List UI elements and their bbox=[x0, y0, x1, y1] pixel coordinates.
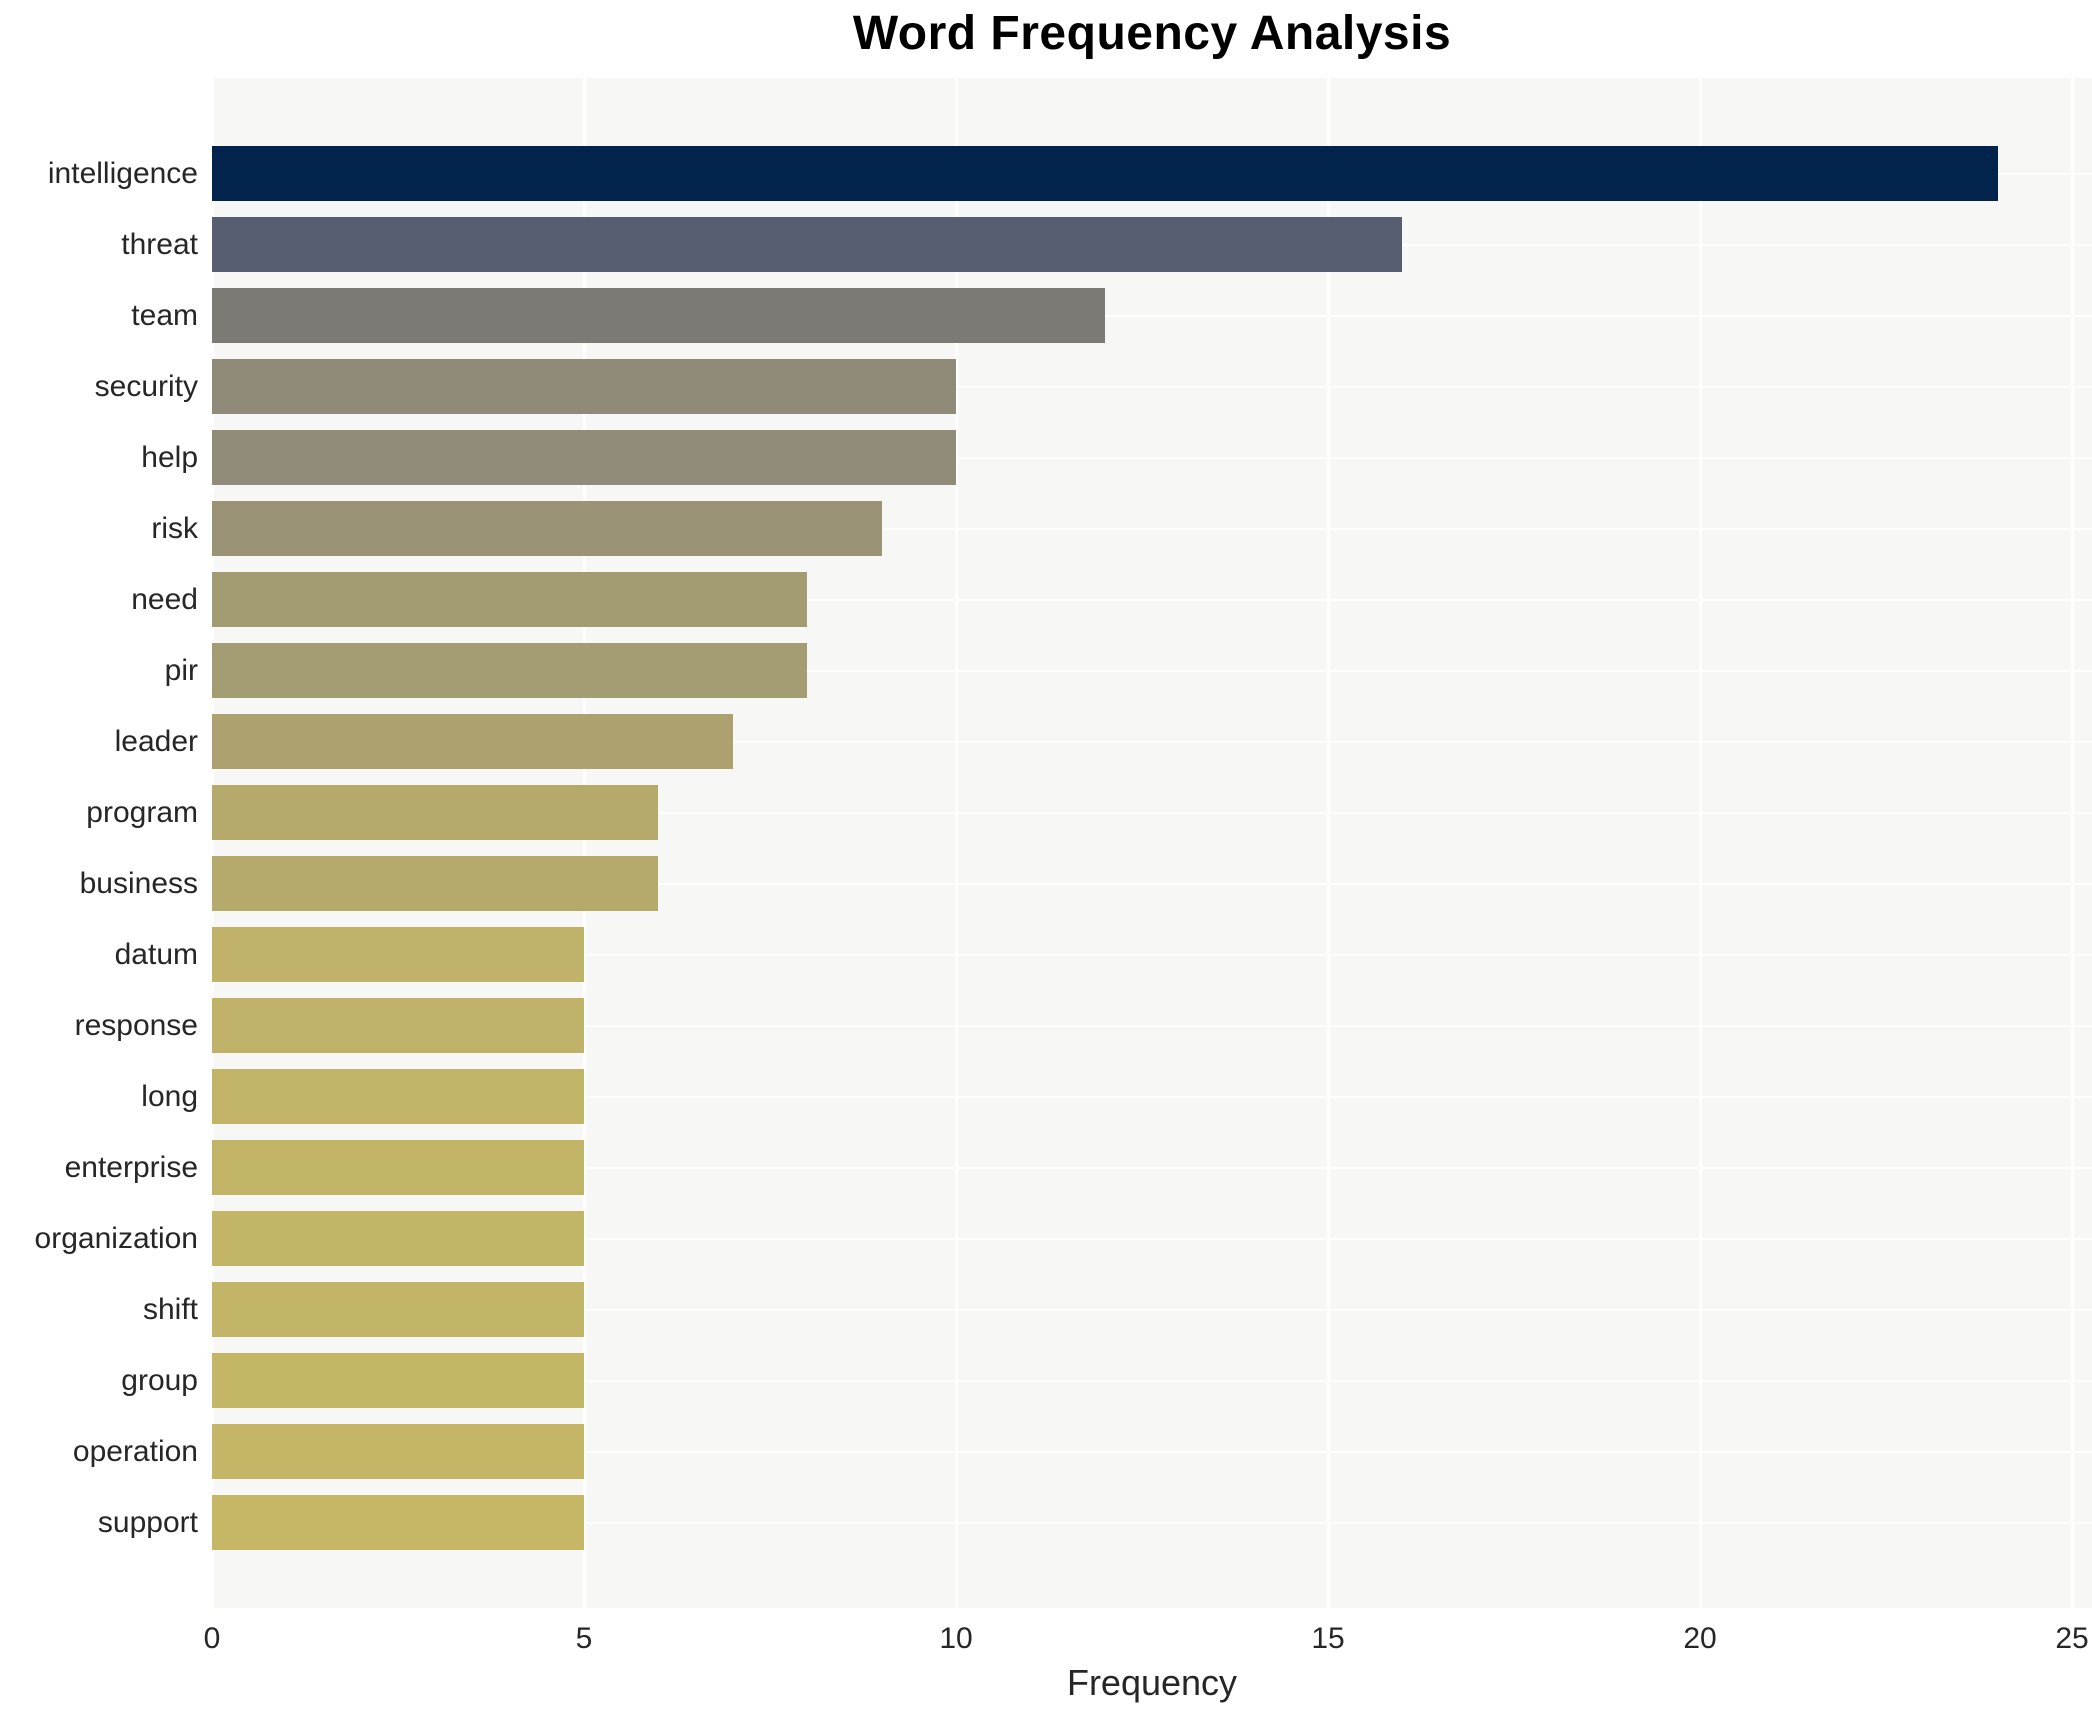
category-label: organization bbox=[34, 1221, 198, 1255]
category-label: pir bbox=[164, 653, 198, 687]
frequency-bar bbox=[212, 785, 659, 840]
y-gridline bbox=[212, 1095, 2092, 1098]
y-gridline bbox=[212, 385, 2092, 388]
category-label: shift bbox=[142, 1292, 198, 1326]
frequency-bar bbox=[212, 1495, 584, 1550]
y-gridline bbox=[212, 314, 2092, 317]
frequency-bar bbox=[212, 856, 659, 911]
x-tick-label: 0 bbox=[203, 1622, 221, 1655]
frequency-bar bbox=[212, 430, 956, 485]
frequency-bar bbox=[212, 146, 1998, 201]
frequency-bar bbox=[212, 1353, 584, 1408]
plot-area bbox=[211, 78, 2092, 1608]
frequency-bar bbox=[212, 1424, 584, 1479]
frequency-bar bbox=[212, 288, 1105, 343]
y-gridline bbox=[212, 1308, 2092, 1311]
category-label: group bbox=[121, 1363, 198, 1397]
x-axis-label: Frequency bbox=[1066, 1662, 1238, 1703]
x-tick-label: 10 bbox=[939, 1622, 973, 1655]
category-label: enterprise bbox=[64, 1150, 198, 1184]
y-gridline bbox=[212, 811, 2092, 814]
frequency-bar bbox=[212, 1211, 584, 1266]
y-gridline bbox=[212, 953, 2092, 956]
frequency-bar bbox=[212, 572, 808, 627]
x-tick-label: 5 bbox=[575, 1622, 593, 1655]
frequency-bar bbox=[212, 1140, 584, 1195]
y-gridline bbox=[212, 740, 2092, 743]
category-label: team bbox=[131, 298, 198, 332]
x-gridline bbox=[583, 78, 586, 1608]
frequency-bar bbox=[212, 998, 584, 1053]
frequency-bar bbox=[212, 359, 956, 414]
frequency-bar bbox=[212, 501, 882, 556]
category-label: long bbox=[141, 1079, 198, 1113]
category-label: need bbox=[131, 582, 198, 616]
y-gridline bbox=[212, 1024, 2092, 1027]
y-gridline bbox=[212, 456, 2092, 459]
frequency-bar bbox=[212, 1282, 584, 1337]
category-label: intelligence bbox=[47, 156, 198, 190]
category-label: threat bbox=[121, 227, 198, 261]
y-gridline bbox=[212, 669, 2092, 672]
y-gridline bbox=[212, 882, 2092, 885]
x-tick-label: 20 bbox=[1683, 1622, 1717, 1655]
y-gridline bbox=[212, 1450, 2092, 1453]
x-gridline bbox=[211, 78, 214, 1608]
frequency-bar bbox=[212, 217, 1403, 272]
y-gridline bbox=[212, 1166, 2092, 1169]
category-label: datum bbox=[114, 937, 198, 971]
frequency-bar bbox=[212, 643, 808, 698]
x-gridline bbox=[1327, 78, 1330, 1608]
x-gridline bbox=[955, 78, 958, 1608]
frequency-bar bbox=[212, 1069, 584, 1124]
y-gridline bbox=[212, 527, 2092, 530]
frequency-bar bbox=[212, 714, 733, 769]
category-label: help bbox=[141, 440, 198, 474]
chart-title: Word Frequency Analysis bbox=[852, 7, 1452, 60]
x-tick-label: 15 bbox=[1311, 1622, 1345, 1655]
category-label: business bbox=[79, 866, 198, 900]
y-gridline bbox=[212, 1237, 2092, 1240]
x-tick-label: 25 bbox=[2055, 1622, 2089, 1655]
y-gridline bbox=[212, 1521, 2092, 1524]
category-label: risk bbox=[151, 511, 198, 545]
frequency-bar bbox=[212, 927, 584, 982]
x-gridline bbox=[1699, 78, 1702, 1608]
y-gridline bbox=[212, 598, 2092, 601]
category-label: response bbox=[74, 1008, 198, 1042]
category-label: leader bbox=[114, 724, 198, 758]
y-gridline bbox=[212, 1379, 2092, 1382]
category-label: program bbox=[86, 795, 198, 829]
category-label: security bbox=[94, 369, 198, 403]
category-label: operation bbox=[72, 1434, 198, 1468]
x-gridline bbox=[2071, 78, 2074, 1608]
category-label: support bbox=[97, 1505, 198, 1539]
